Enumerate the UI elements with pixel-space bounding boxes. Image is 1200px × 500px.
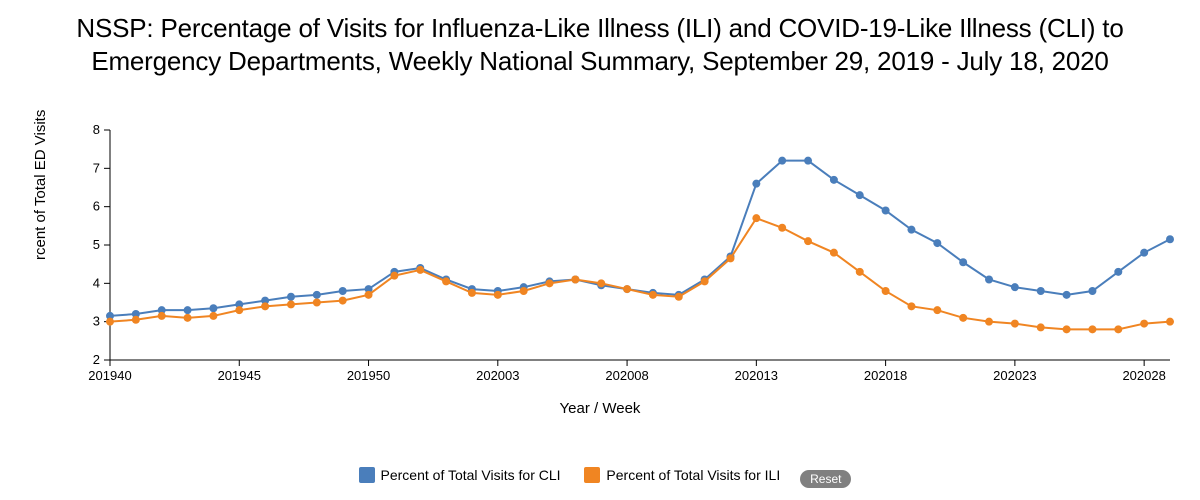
series-point[interactable] [1063, 291, 1071, 299]
series-point[interactable] [1140, 249, 1148, 257]
series-point[interactable] [907, 302, 915, 310]
series-point[interactable] [468, 289, 476, 297]
series-point[interactable] [571, 276, 579, 284]
y-tick-label: 7 [93, 160, 100, 175]
series-point[interactable] [804, 237, 812, 245]
series-point[interactable] [752, 180, 760, 188]
legend-item-ili[interactable]: Percent of Total Visits for ILI [584, 467, 780, 483]
x-tick-label: 201950 [347, 368, 390, 383]
series-point[interactable] [985, 318, 993, 326]
series-point[interactable] [985, 276, 993, 284]
series-point[interactable] [261, 302, 269, 310]
series-point[interactable] [209, 304, 217, 312]
series-point[interactable] [856, 191, 864, 199]
x-tick-label: 202023 [993, 368, 1036, 383]
legend-item-cli[interactable]: Percent of Total Visits for CLI [359, 467, 561, 483]
x-tick-label: 202013 [735, 368, 778, 383]
series-line [110, 218, 1170, 329]
legend-label-ili: Percent of Total Visits for ILI [606, 467, 780, 483]
series-point[interactable] [1011, 320, 1019, 328]
legend-swatch-cli [359, 467, 375, 483]
series-point[interactable] [933, 306, 941, 314]
series-point[interactable] [597, 279, 605, 287]
x-tick-label: 201945 [218, 368, 261, 383]
series-point[interactable] [1063, 325, 1071, 333]
series-point[interactable] [882, 287, 890, 295]
series-point[interactable] [287, 293, 295, 301]
series-point[interactable] [1114, 268, 1122, 276]
series-point[interactable] [184, 306, 192, 314]
chart-svg: 2 3 4 5 6 7 8 201940 201945 201950 202003 202008 202… [0, 120, 1200, 420]
series-point[interactable] [804, 157, 812, 165]
y-tick-label: 5 [93, 237, 100, 252]
series-point[interactable] [856, 268, 864, 276]
series-point[interactable] [106, 318, 114, 326]
series-point[interactable] [442, 277, 450, 285]
series-point[interactable] [882, 207, 890, 215]
x-tick-label: 202018 [864, 368, 907, 383]
series-point[interactable] [1166, 318, 1174, 326]
series-point[interactable] [1088, 287, 1096, 295]
series-point[interactable] [520, 287, 528, 295]
series-point[interactable] [158, 312, 166, 320]
legend: Percent of Total Visits for CLI Percent … [0, 467, 1200, 488]
series-point[interactable] [830, 176, 838, 184]
chart-container: NSSP: Percentage of Visits for Influenza… [0, 0, 1200, 500]
series-point[interactable] [1166, 235, 1174, 243]
series-point[interactable] [701, 277, 709, 285]
series-point[interactable] [726, 254, 734, 262]
y-tick-label: 6 [93, 199, 100, 214]
y-tick-label: 2 [93, 352, 100, 367]
y-tick-label: 4 [93, 275, 100, 290]
x-axis-label: Year / Week [0, 400, 1200, 417]
series-point[interactable] [830, 249, 838, 257]
series-point[interactable] [132, 316, 140, 324]
series-point[interactable] [235, 306, 243, 314]
series-point[interactable] [339, 297, 347, 305]
series-point[interactable] [1088, 325, 1096, 333]
series-point[interactable] [933, 239, 941, 247]
legend-label-cli: Percent of Total Visits for CLI [381, 467, 561, 483]
series-point[interactable] [209, 312, 217, 320]
series-point[interactable] [494, 291, 502, 299]
x-tick-label: 202028 [1122, 368, 1165, 383]
series-point[interactable] [339, 287, 347, 295]
series-point[interactable] [675, 293, 683, 301]
series-point[interactable] [287, 300, 295, 308]
series-point[interactable] [1011, 283, 1019, 291]
series-point[interactable] [1037, 323, 1045, 331]
series-point[interactable] [546, 279, 554, 287]
series-point[interactable] [907, 226, 915, 234]
series-point[interactable] [313, 291, 321, 299]
series-point[interactable] [1114, 325, 1122, 333]
reset-button[interactable]: Reset [800, 470, 851, 488]
series-point[interactable] [959, 258, 967, 266]
chart-plot-area: 2 3 4 5 6 7 8 201940 201945 201950 202003 202008 202… [0, 120, 1200, 420]
series-point[interactable] [313, 299, 321, 307]
series-point[interactable] [623, 285, 631, 293]
x-tick-label: 202003 [476, 368, 519, 383]
series-point[interactable] [778, 224, 786, 232]
series-point[interactable] [959, 314, 967, 322]
y-tick-label: 3 [93, 314, 100, 329]
series-point[interactable] [649, 291, 657, 299]
chart-title: NSSP: Percentage of Visits for Influenza… [0, 0, 1200, 77]
series-point[interactable] [184, 314, 192, 322]
series-point[interactable] [778, 157, 786, 165]
series-point[interactable] [752, 214, 760, 222]
series-point[interactable] [390, 272, 398, 280]
x-tick-label: 201940 [88, 368, 131, 383]
series-point[interactable] [416, 266, 424, 274]
x-tick-label: 202008 [605, 368, 648, 383]
series-point[interactable] [365, 291, 373, 299]
series-point[interactable] [1037, 287, 1045, 295]
series-point[interactable] [1140, 320, 1148, 328]
y-tick-label: 8 [93, 122, 100, 137]
legend-swatch-ili [584, 467, 600, 483]
